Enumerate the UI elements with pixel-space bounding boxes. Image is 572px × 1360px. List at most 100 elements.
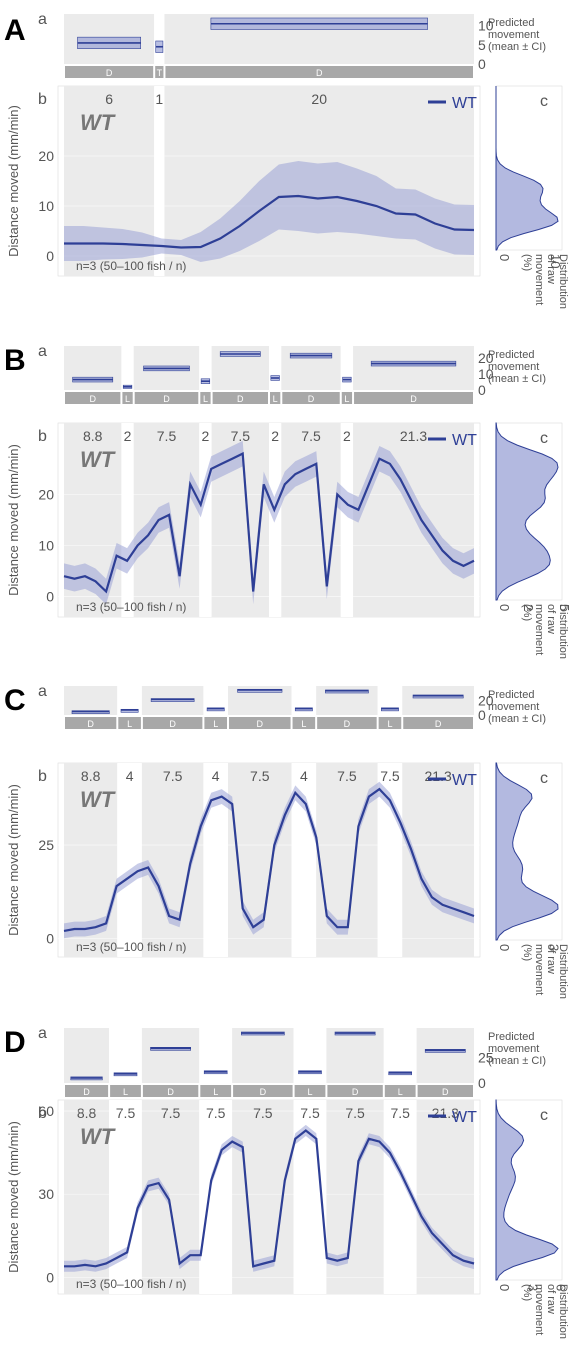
period-strip <box>65 66 154 78</box>
confidence-band <box>64 161 474 262</box>
period-duration-label: 7.5 <box>250 768 270 784</box>
legend-label: WT <box>452 432 477 449</box>
timeseries-axis-label: Distance moved (mm/min) <box>6 444 21 596</box>
timeseries-tick-label: 10 <box>38 198 54 214</box>
timeseries-period-shade <box>340 423 354 617</box>
period-strip-label: D <box>410 394 417 404</box>
sub-label-c: c <box>540 1107 548 1124</box>
period-strip-label: D <box>106 68 113 78</box>
timeseries-tick-label: 10 <box>38 538 54 554</box>
sub-label-c: c <box>540 93 548 110</box>
period-strip-label: L <box>301 719 306 729</box>
timeseries-axis-label: Distance moved (mm/min) <box>6 784 21 936</box>
distribution-tick-label: 0 <box>497 944 512 951</box>
sub-label-a: a <box>38 683 47 700</box>
timeseries-tick-label: 0 <box>46 589 54 605</box>
period-strip-label: D <box>442 1087 449 1097</box>
period-strip-label: D <box>87 719 94 729</box>
timeseries-tick-label: 60 <box>38 1103 54 1119</box>
timeseries-period-shade <box>281 423 341 617</box>
distribution-tick-label: 3 <box>547 944 562 951</box>
distribution-tick-label: 10 <box>548 254 563 268</box>
predicted-tick-label: 25 <box>478 1050 494 1066</box>
period-strip-label: L <box>213 719 218 729</box>
period-strip <box>142 717 203 729</box>
period-strip <box>134 392 199 404</box>
predicted-period-shade <box>326 1028 384 1083</box>
period-strip-label: D <box>316 68 323 78</box>
period-strip <box>142 1085 199 1097</box>
distribution-axis-label: (%) <box>521 1284 533 1301</box>
sub-label-c: c <box>540 430 548 447</box>
period-duration-label: 6 <box>105 91 113 107</box>
period-duration-label: 21.3 <box>400 428 427 444</box>
period-strip <box>122 392 133 404</box>
predicted-tick-label: 20 <box>478 350 494 366</box>
predicted-period-shade <box>269 346 282 390</box>
predicted-period-shade <box>293 1028 327 1083</box>
distribution-tick-label: 0 <box>497 254 512 261</box>
distribution-axis-label: Distribution <box>557 1284 569 1339</box>
predicted-tick-label: 10 <box>478 18 494 34</box>
distribution-tick-label: 0 <box>497 604 512 611</box>
predicted-axis-label: (mean ± CI) <box>488 713 546 725</box>
period-strip-label: L <box>203 394 208 404</box>
predicted-period-shade <box>64 1028 110 1083</box>
sub-label-b: b <box>38 1105 47 1122</box>
timeseries-period-shade <box>154 86 165 276</box>
sub-label-a: a <box>38 11 47 28</box>
timeseries-tick-label: 25 <box>38 837 54 853</box>
period-strip-label: L <box>127 719 132 729</box>
period-duration-label: 7.5 <box>390 1105 410 1121</box>
distribution-axis-label: movement <box>533 254 545 305</box>
period-strip-label: D <box>83 1087 90 1097</box>
legend-label: WT <box>452 95 477 112</box>
distribution-axis-label: of raw <box>545 604 557 634</box>
period-duration-label: 7.5 <box>161 1105 181 1121</box>
period-duration-label: 7.5 <box>300 1105 320 1121</box>
predicted-tick-label: 0 <box>478 1075 486 1091</box>
period-strip-label: L <box>307 1087 312 1097</box>
period-strip <box>65 1085 109 1097</box>
period-duration-label: 21.3 <box>425 768 452 784</box>
distribution-axis-label: of raw <box>545 254 557 284</box>
period-strip <box>317 717 377 729</box>
period-strip-label: L <box>273 394 278 404</box>
predicted-axis-label: (mean ± CI) <box>488 41 546 53</box>
period-strip <box>378 717 402 729</box>
timeseries-period-shade <box>199 1100 233 1294</box>
distribution-axis-label: Distribution <box>557 944 569 999</box>
predicted-period-shade <box>121 346 134 390</box>
sub-label-b: b <box>38 768 47 785</box>
period-duration-label: 4 <box>126 768 134 784</box>
predicted-period-shade <box>232 1028 294 1083</box>
period-strip <box>270 392 281 404</box>
period-strip <box>282 392 340 404</box>
period-duration-label: 7.5 <box>206 1105 226 1121</box>
period-strip-label: D <box>257 719 264 729</box>
predicted-axis-label: Predicted <box>488 689 534 701</box>
period-strip-label: D <box>89 394 96 404</box>
period-duration-label: 7.5 <box>157 428 177 444</box>
predicted-axis-label: Predicted <box>488 17 534 29</box>
period-strip-label: L <box>213 1087 218 1097</box>
timeseries-tick-label: 0 <box>46 248 54 264</box>
predicted-axis-label: Predicted <box>488 349 534 361</box>
period-strip <box>354 392 473 404</box>
predicted-tick-label: 10 <box>478 366 494 382</box>
period-strip-label: D <box>308 394 315 404</box>
period-strip-label: L <box>344 394 349 404</box>
distribution-tick-label: 5 <box>557 604 572 611</box>
panel-letter: A <box>4 14 26 47</box>
period-strip <box>229 717 291 729</box>
predicted-period-shade <box>199 1028 233 1083</box>
n-note: n=3 (50–100 fish / n) <box>76 940 186 954</box>
period-duration-label: 7.5 <box>231 428 251 444</box>
period-duration-label: 4 <box>212 768 220 784</box>
period-strip <box>118 717 141 729</box>
predicted-axis-label: (mean ± CI) <box>488 1055 546 1067</box>
period-duration-label: 20 <box>311 91 327 107</box>
period-strip <box>200 392 211 404</box>
distribution-axis-label: Distribution <box>557 604 569 659</box>
